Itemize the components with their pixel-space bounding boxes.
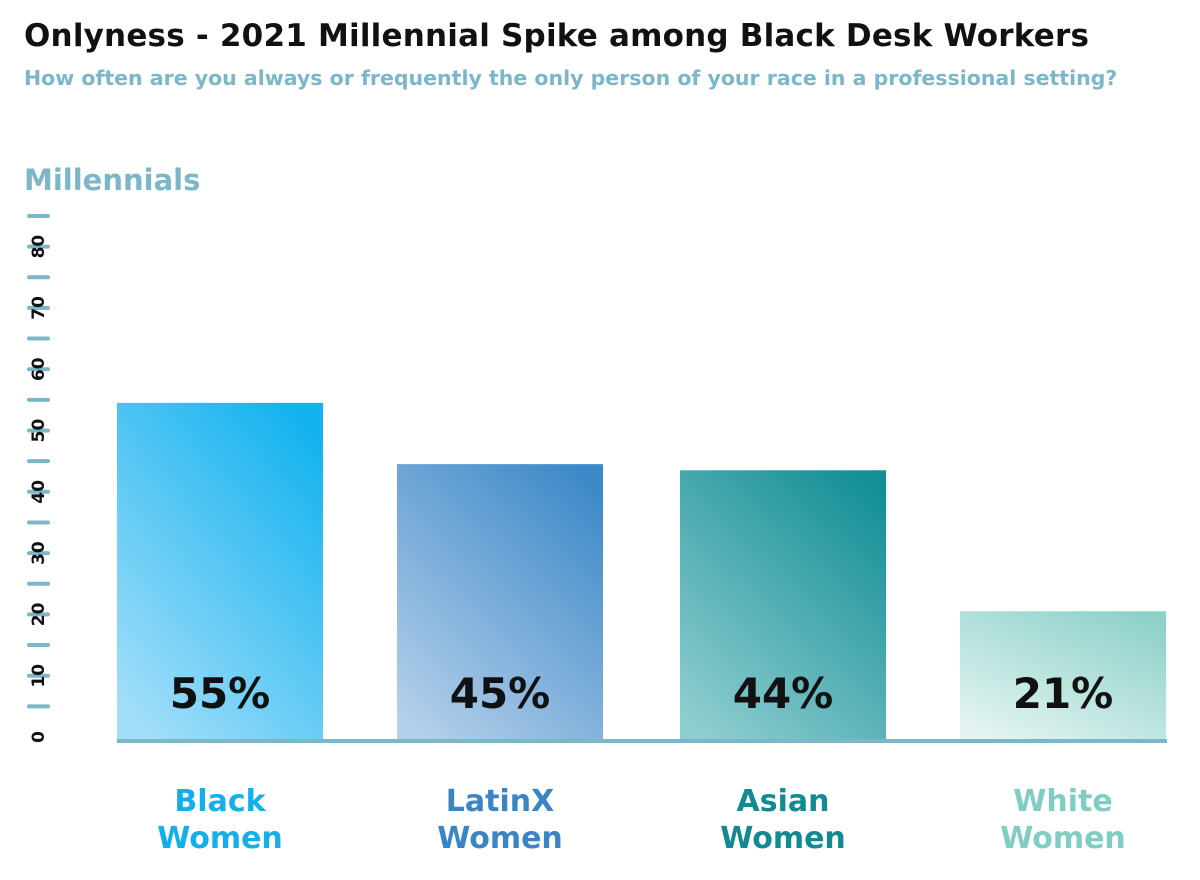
- x-tick-label: Black: [174, 784, 266, 819]
- y-tick-label: 60: [29, 357, 49, 381]
- y-tick-label: 10: [29, 664, 49, 688]
- bar-value-label: 21%: [1013, 669, 1114, 718]
- x-tick-label: White: [1013, 784, 1112, 819]
- y-tick-label: 50: [29, 419, 49, 443]
- y-tick-label: 70: [29, 296, 49, 320]
- x-tick-label: Women: [720, 821, 846, 856]
- bar-white: [960, 611, 1166, 740]
- y-tick-label: 20: [29, 602, 49, 626]
- chart-subtitle: How often are you always or frequently t…: [24, 66, 1118, 90]
- x-tick-label: Women: [437, 821, 563, 856]
- bar-value-label: 44%: [733, 669, 834, 718]
- x-tick-label: Women: [1000, 821, 1126, 856]
- chart-title: Onlyness - 2021 Millennial Spike among B…: [24, 18, 1090, 54]
- group-label: Millennials: [24, 163, 201, 197]
- bar-value-label: 45%: [450, 669, 551, 718]
- x-tick-label: Asian: [737, 784, 830, 819]
- bar-black: [117, 402, 323, 740]
- y-tick-label: 0: [29, 731, 49, 743]
- y-axis: 0 10 20 30 40 50 60 70 80: [27, 213, 50, 743]
- bars: 55% 45% 44% 21%: [117, 402, 1167, 743]
- y-tick-label: 80: [29, 235, 49, 259]
- y-tick-label: 40: [29, 480, 49, 504]
- x-axis-labels: BlackWomenLatinXWomenAsianWomenWhiteWome…: [157, 784, 1126, 856]
- bar-asian: [680, 470, 886, 740]
- y-tick-label: 30: [29, 541, 49, 565]
- bar-latinx: [397, 464, 603, 740]
- bar-value-label: 55%: [170, 669, 271, 718]
- x-tick-label: LatinX: [446, 784, 554, 819]
- x-tick-label: Women: [157, 821, 283, 856]
